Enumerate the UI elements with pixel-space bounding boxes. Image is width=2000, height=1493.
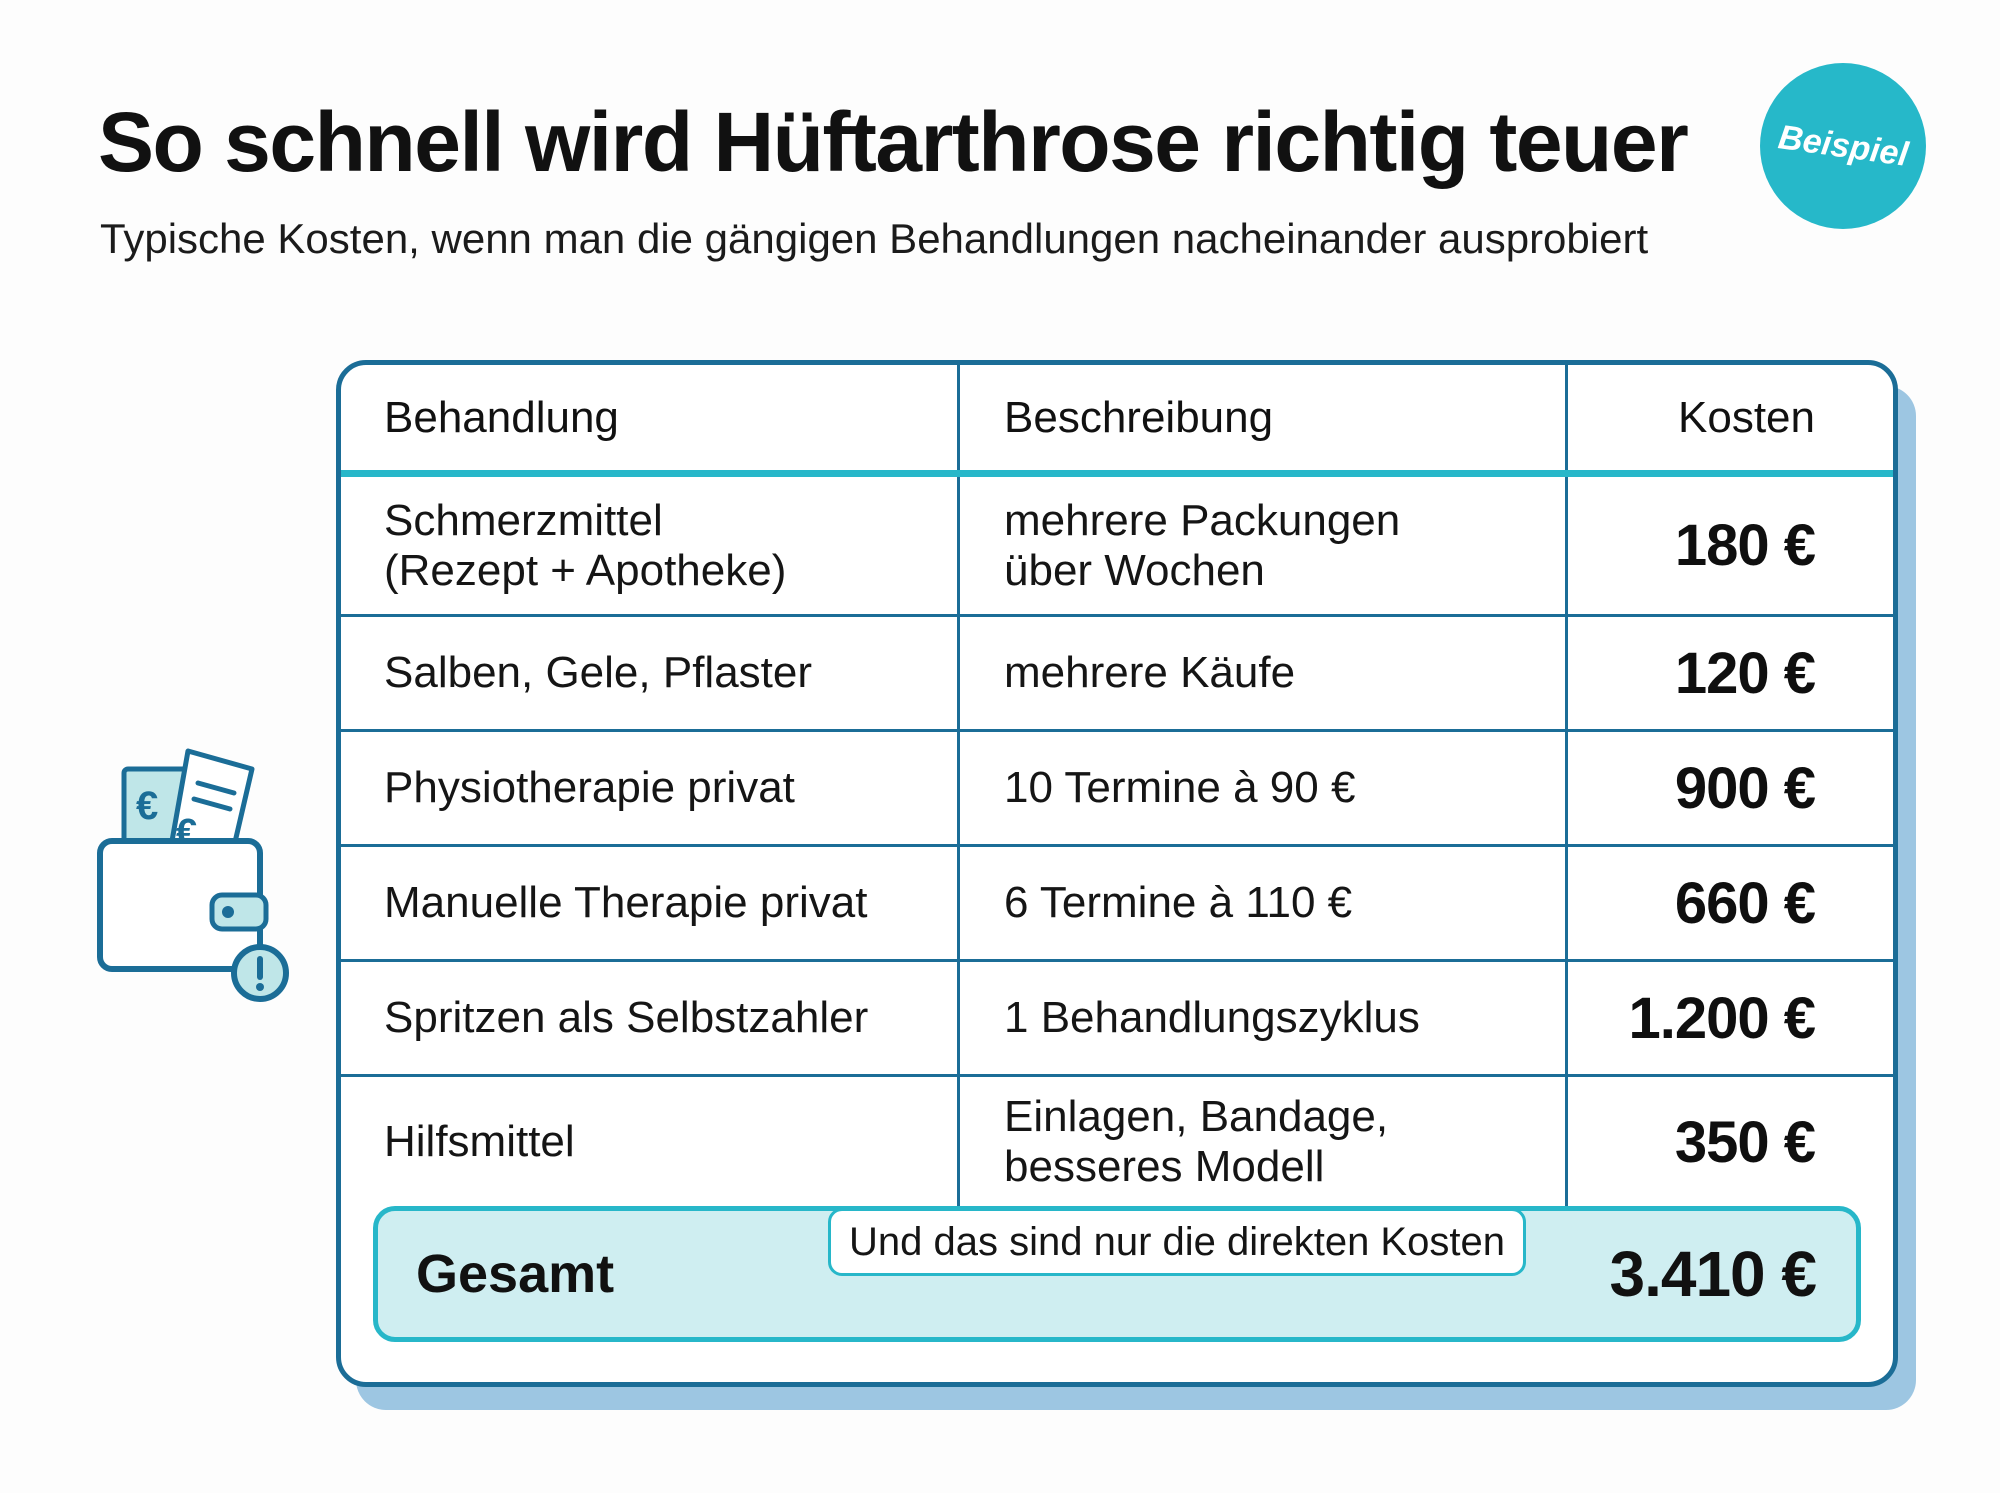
total-value: 3.410 € xyxy=(1609,1238,1817,1310)
column-header-description: Beschreibung xyxy=(1004,392,1274,442)
cost-cell: 350 € xyxy=(1674,1109,1816,1175)
treatment-cell: Schmerzmittel (Rezept + Apotheke) xyxy=(384,495,787,595)
treatment-cell: Manuelle Therapie privat xyxy=(384,878,868,927)
column-divider xyxy=(1565,365,1568,1207)
treatment-cell: Physiotherapie privat xyxy=(384,763,795,812)
cost-cell: 1.200 € xyxy=(1628,985,1816,1051)
cost-cell: 900 € xyxy=(1674,755,1816,821)
description-cell: Einlagen, Bandage, besseres Modell xyxy=(1004,1092,1389,1191)
cost-table: Behandlung Beschreibung Kosten Schmerzmi… xyxy=(336,360,1898,1387)
total-note: Und das sind nur die direkten Kosten xyxy=(828,1208,1526,1276)
column-header-treatment: Behandlung xyxy=(384,392,619,442)
description-cell: 10 Termine à 90 € xyxy=(1004,763,1356,812)
row-divider xyxy=(341,844,1893,847)
treatment-cell: Spritzen als Selbstzahler xyxy=(384,993,869,1042)
row-divider xyxy=(341,729,1893,732)
total-label: Gesamt xyxy=(416,1244,615,1304)
example-badge: Beispiel xyxy=(1760,63,1926,229)
row-divider xyxy=(341,1074,1893,1077)
column-divider xyxy=(957,365,960,1207)
page-subtitle: Typische Kosten, wenn man die gängigen B… xyxy=(100,215,1649,262)
row-divider xyxy=(341,614,1893,617)
description-cell: mehrere Packungen über Wochen xyxy=(1004,495,1401,595)
page-title: So schnell wird Hüftarthrose richtig teu… xyxy=(98,95,1689,189)
row-divider xyxy=(341,959,1893,962)
cost-cell: 120 € xyxy=(1674,640,1816,706)
description-cell: 6 Termine à 110 € xyxy=(1004,878,1353,927)
example-badge-label: Beispiel xyxy=(1775,117,1911,174)
description-cell: 1 Behandlungszyklus xyxy=(1004,993,1420,1042)
description-cell: mehrere Käufe xyxy=(1004,648,1296,697)
wallet-icon: € € xyxy=(97,748,289,1002)
cost-cell: 180 € xyxy=(1674,513,1816,578)
treatment-cell: Hilfsmittel xyxy=(384,1117,575,1166)
treatment-cell: Salben, Gele, Pflaster xyxy=(384,648,813,697)
svg-text:€: € xyxy=(136,784,158,828)
column-header-cost: Kosten xyxy=(1678,392,1815,442)
cost-cell: 660 € xyxy=(1674,870,1816,936)
header-divider xyxy=(341,470,1893,477)
